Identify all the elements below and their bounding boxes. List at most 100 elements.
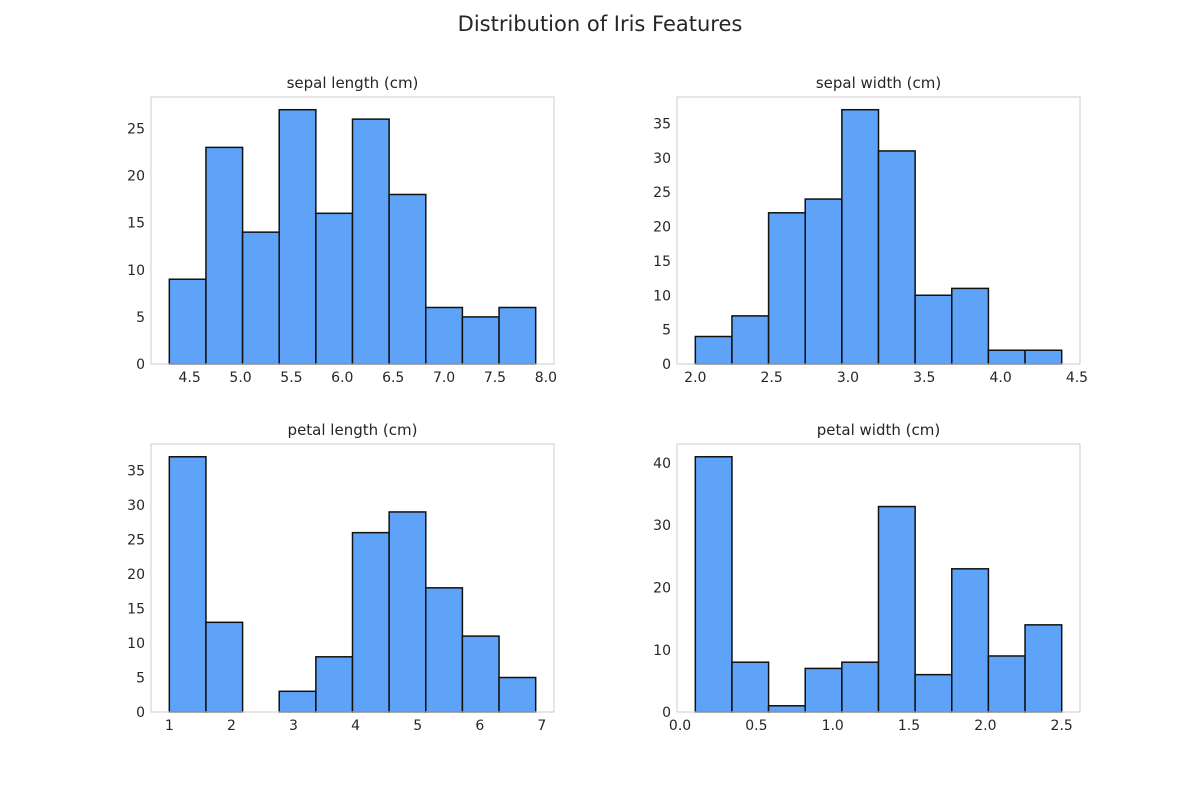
histogram-bar-petal-length-5 bbox=[351, 531, 390, 713]
y-tick-label: 25 bbox=[653, 185, 671, 201]
histogram-bar-petal-width-5 bbox=[877, 505, 916, 713]
y-tick-label: 25 bbox=[127, 533, 145, 549]
y-tick-label: 5 bbox=[662, 323, 671, 339]
histogram-bar-sepal-length-8 bbox=[461, 316, 500, 365]
x-tick-label: 2 bbox=[227, 718, 236, 734]
histogram-bar-sepal-length-0 bbox=[168, 278, 207, 365]
x-tick-label: 4.5 bbox=[179, 370, 201, 386]
histogram-bar-petal-length-6 bbox=[388, 511, 427, 713]
y-tick-label: 5 bbox=[136, 310, 145, 326]
histogram-bar-sepal-width-0 bbox=[694, 335, 733, 365]
histogram-bar-petal-length-9 bbox=[498, 676, 537, 713]
x-tick-label: 2.0 bbox=[684, 370, 706, 386]
y-tick-label: 10 bbox=[653, 643, 671, 659]
histogram-bar-petal-length-1 bbox=[205, 621, 244, 713]
x-tick-label: 3 bbox=[289, 718, 298, 734]
y-tick-label: 10 bbox=[653, 288, 671, 304]
histogram-bar-petal-width-0 bbox=[694, 456, 733, 713]
histogram-bar-petal-width-9 bbox=[1024, 624, 1063, 713]
figure-title: Distribution of Iris Features bbox=[458, 12, 743, 36]
x-tick-label: 6 bbox=[475, 718, 484, 734]
histogram-bar-sepal-length-9 bbox=[498, 306, 537, 365]
x-tick-label: 1.5 bbox=[898, 718, 920, 734]
y-tick-label: 0 bbox=[662, 357, 671, 373]
x-tick-label: 2.5 bbox=[1051, 718, 1073, 734]
histogram-bar-sepal-length-2 bbox=[241, 231, 280, 365]
histogram-bar-petal-width-2 bbox=[767, 705, 806, 713]
x-tick-label: 3.0 bbox=[837, 370, 859, 386]
y-tick-label: 35 bbox=[653, 116, 671, 132]
x-tick-label: 5.0 bbox=[229, 370, 251, 386]
y-tick-label: 40 bbox=[653, 456, 671, 472]
histogram-bar-petal-length-0 bbox=[168, 456, 207, 713]
histogram-bar-petal-width-1 bbox=[731, 661, 770, 713]
histogram-bar-petal-width-6 bbox=[914, 673, 953, 713]
x-tick-label: 1.0 bbox=[822, 718, 844, 734]
x-tick-label: 5.5 bbox=[280, 370, 302, 386]
x-tick-label: 2.0 bbox=[974, 718, 996, 734]
x-tick-label: 4 bbox=[351, 718, 360, 734]
histogram-bar-sepal-length-5 bbox=[351, 118, 390, 365]
histogram-bar-sepal-width-4 bbox=[841, 108, 880, 365]
panel-petal-width: petal width (cm) 0.0 0.5 1.0 1.5 2.0 2.5 0 10 20 3… bbox=[653, 421, 1081, 734]
axes-frame bbox=[150, 96, 555, 365]
histogram-bar-sepal-width-6 bbox=[914, 294, 953, 365]
x-tick-label: 4.0 bbox=[989, 370, 1011, 386]
panel-title: petal width (cm) bbox=[817, 421, 940, 439]
histogram-bar-petal-length-4 bbox=[315, 656, 354, 713]
y-tick-label: 15 bbox=[653, 254, 671, 270]
x-tick-label: 7 bbox=[537, 718, 546, 734]
y-tick-label: 15 bbox=[127, 602, 145, 618]
histogram-bar-petal-length-7 bbox=[425, 587, 464, 713]
histogram-bar-petal-width-3 bbox=[804, 667, 843, 713]
x-tick-label: 6.0 bbox=[331, 370, 353, 386]
histogram-bar-sepal-length-3 bbox=[278, 108, 317, 365]
axes-frame bbox=[150, 443, 555, 713]
histogram-bar-sepal-width-7 bbox=[951, 287, 990, 365]
y-tick-label: 5 bbox=[136, 671, 145, 687]
y-tick-label: 10 bbox=[127, 636, 145, 652]
panel-petal-length: petal length (cm) 1 2 3 4 5 6 7 0 5 10 15 20 25 30 35 bbox=[127, 421, 555, 734]
y-tick-label: 20 bbox=[127, 567, 145, 583]
x-tick-label: 5 bbox=[413, 718, 422, 734]
y-tick-label: 0 bbox=[136, 705, 145, 721]
y-tick-label: 20 bbox=[653, 580, 671, 596]
histogram-bar-sepal-width-3 bbox=[804, 198, 843, 365]
histogram-bar-sepal-width-2 bbox=[767, 212, 806, 365]
panel-title: petal length (cm) bbox=[288, 421, 418, 439]
histogram-bar-petal-length-8 bbox=[461, 635, 500, 713]
x-tick-label: 1 bbox=[165, 718, 174, 734]
histogram-bar-sepal-length-4 bbox=[315, 212, 354, 365]
panel-sepal-width: sepal width (cm) 2.0 2.5 3.0 3.5 4.0 4.5 0 5 10 15… bbox=[653, 74, 1088, 386]
panel-title: sepal width (cm) bbox=[816, 74, 941, 92]
y-tick-label: 15 bbox=[127, 216, 145, 232]
x-tick-label: 7.5 bbox=[484, 370, 506, 386]
histogram-bar-sepal-length-7 bbox=[425, 306, 464, 365]
y-tick-label: 20 bbox=[653, 220, 671, 236]
histogram-bar-sepal-length-1 bbox=[205, 146, 244, 365]
x-tick-label: 0.5 bbox=[745, 718, 767, 734]
axes-frame bbox=[676, 443, 1081, 713]
y-tick-label: 20 bbox=[127, 169, 145, 185]
histogram-bar-sepal-width-5 bbox=[877, 150, 916, 365]
panel-sepal-length: sepal length (cm) 4.5 5.0 5.5 6.0 6.5 7.0 7.5 8.… bbox=[127, 74, 557, 386]
histogram-bar-petal-length-3 bbox=[278, 690, 317, 713]
axes-frame bbox=[676, 96, 1081, 365]
y-tick-label: 30 bbox=[653, 518, 671, 534]
y-tick-label: 10 bbox=[127, 263, 145, 279]
histogram-bar-petal-width-8 bbox=[987, 655, 1026, 713]
x-tick-label: 4.5 bbox=[1066, 370, 1088, 386]
x-tick-label: 2.5 bbox=[761, 370, 783, 386]
panel-title: sepal length (cm) bbox=[287, 74, 419, 92]
histogram-bar-sepal-length-6 bbox=[388, 193, 427, 365]
y-tick-label: 35 bbox=[127, 464, 145, 480]
y-tick-label: 0 bbox=[136, 357, 145, 373]
x-tick-label: 0.0 bbox=[669, 718, 691, 734]
histogram-bar-sepal-width-9 bbox=[1024, 349, 1063, 365]
x-tick-label: 3.5 bbox=[913, 370, 935, 386]
y-tick-label: 30 bbox=[127, 498, 145, 514]
histogram-bar-petal-width-4 bbox=[841, 661, 880, 713]
x-tick-label: 6.5 bbox=[382, 370, 404, 386]
histogram-bar-sepal-width-1 bbox=[731, 315, 770, 365]
